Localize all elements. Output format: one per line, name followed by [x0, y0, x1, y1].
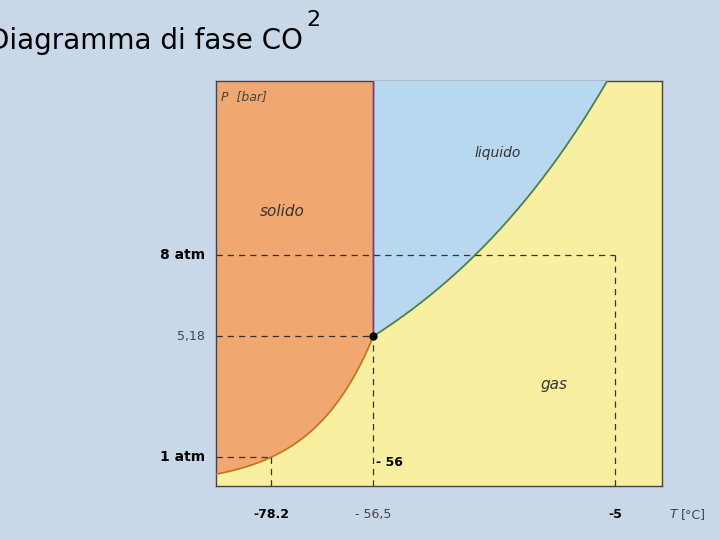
- Text: 2: 2: [307, 10, 321, 30]
- Text: -78.2: -78.2: [253, 508, 289, 521]
- Text: 5,18: 5,18: [177, 329, 205, 343]
- Text: 1 atm: 1 atm: [160, 450, 205, 464]
- Polygon shape: [216, 66, 662, 486]
- Text: Diagramma di fase CO: Diagramma di fase CO: [0, 27, 302, 55]
- Text: T: T: [670, 508, 678, 521]
- Text: 8 atm: 8 atm: [160, 247, 205, 261]
- Text: - 56: - 56: [376, 456, 402, 469]
- Text: solido: solido: [259, 204, 305, 219]
- Text: P  [bar]: P [bar]: [221, 90, 266, 103]
- Text: liquido: liquido: [474, 146, 521, 160]
- Text: -5: -5: [608, 508, 622, 521]
- Polygon shape: [216, 23, 374, 486]
- Text: gas: gas: [541, 377, 568, 392]
- Polygon shape: [374, 23, 662, 336]
- Text: [°C]: [°C]: [680, 508, 706, 521]
- Text: - 56,5: - 56,5: [355, 508, 392, 521]
